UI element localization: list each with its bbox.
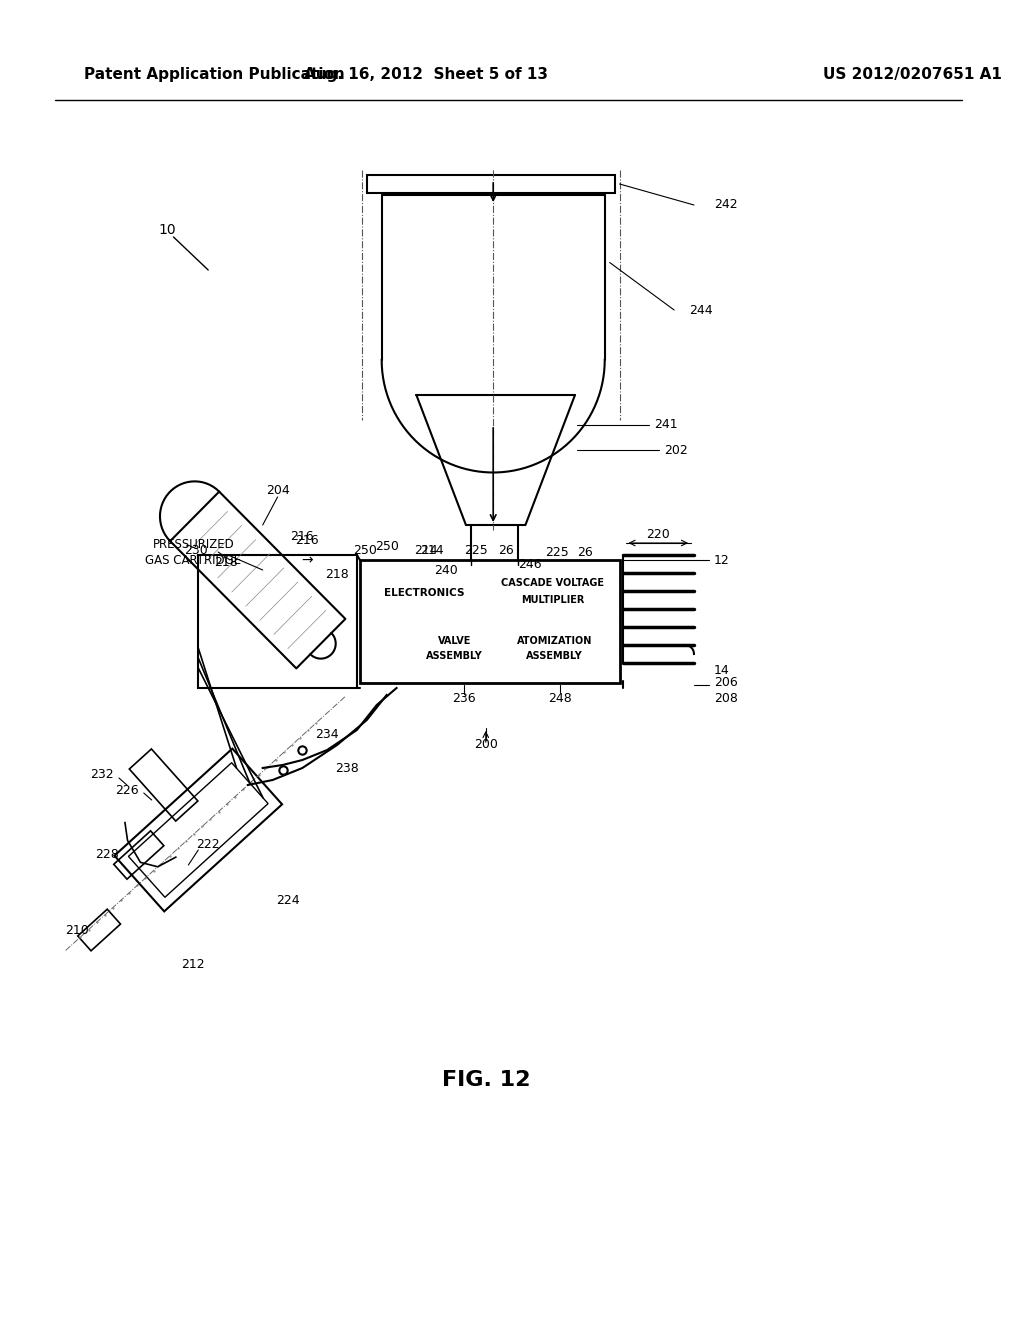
- Text: 212: 212: [181, 958, 205, 972]
- Bar: [367, 176, 614, 193]
- Text: 210: 210: [66, 924, 89, 936]
- Text: VALVE: VALVE: [438, 636, 471, 645]
- Text: 222: 222: [197, 838, 220, 851]
- Bar: [490, 565, 614, 620]
- Bar: [365, 565, 482, 620]
- Text: 214: 214: [415, 544, 438, 557]
- Text: ASSEMBLY: ASSEMBLY: [525, 651, 583, 661]
- Text: 200: 200: [474, 738, 498, 751]
- Text: 226: 226: [115, 784, 139, 796]
- Text: 206: 206: [714, 676, 737, 689]
- Text: 240: 240: [434, 564, 458, 577]
- Text: 246: 246: [518, 558, 542, 572]
- Text: 248: 248: [548, 692, 572, 705]
- Text: 244: 244: [689, 304, 713, 317]
- Text: 225: 225: [545, 546, 569, 560]
- Text: 10: 10: [159, 223, 176, 238]
- Text: CASCADE VOLTAGE: CASCADE VOLTAGE: [501, 578, 604, 587]
- Text: 218: 218: [326, 569, 349, 582]
- Text: 214: 214: [421, 544, 444, 557]
- Bar: [359, 560, 620, 682]
- Bar: [417, 623, 493, 675]
- Text: 12: 12: [714, 553, 729, 566]
- Text: ELECTRONICS: ELECTRONICS: [384, 587, 464, 598]
- Text: US 2012/0207651 A1: US 2012/0207651 A1: [822, 67, 1001, 82]
- Text: 202: 202: [665, 444, 688, 457]
- Text: 242: 242: [714, 198, 737, 211]
- Text: 224: 224: [275, 894, 299, 907]
- Text: 26: 26: [578, 546, 593, 560]
- Text: →: →: [301, 553, 313, 568]
- Text: GAS CARTRIDGE: GAS CARTRIDGE: [145, 553, 242, 566]
- Text: 208: 208: [714, 692, 737, 705]
- Text: 250: 250: [375, 540, 398, 553]
- Text: ASSEMBLY: ASSEMBLY: [426, 651, 483, 661]
- Text: FIG. 12: FIG. 12: [441, 1071, 530, 1090]
- Text: 234: 234: [315, 729, 339, 742]
- Text: 241: 241: [654, 418, 678, 432]
- Text: 238: 238: [335, 762, 358, 775]
- Text: Patent Application Publication: Patent Application Publication: [84, 67, 345, 82]
- Text: 218: 218: [214, 557, 238, 569]
- Text: 236: 236: [453, 692, 476, 705]
- Text: 26: 26: [498, 544, 513, 557]
- Text: 230: 230: [184, 544, 208, 557]
- Text: 14: 14: [714, 664, 729, 676]
- Text: 232: 232: [90, 768, 114, 781]
- Text: 225: 225: [464, 544, 487, 557]
- Text: PRESSURIZED: PRESSURIZED: [153, 539, 234, 552]
- Text: ATOMIZATION: ATOMIZATION: [516, 636, 592, 645]
- Text: MULTIPLIER: MULTIPLIER: [521, 595, 585, 605]
- Text: 204: 204: [265, 483, 290, 496]
- Text: 228: 228: [95, 849, 119, 862]
- Text: 216: 216: [296, 535, 319, 548]
- Text: 220: 220: [646, 528, 670, 541]
- Bar: [199, 554, 357, 688]
- Text: 250: 250: [353, 544, 377, 557]
- Text: Aug. 16, 2012  Sheet 5 of 13: Aug. 16, 2012 Sheet 5 of 13: [304, 67, 548, 82]
- Bar: [494, 623, 614, 675]
- Text: 216: 216: [291, 531, 314, 544]
